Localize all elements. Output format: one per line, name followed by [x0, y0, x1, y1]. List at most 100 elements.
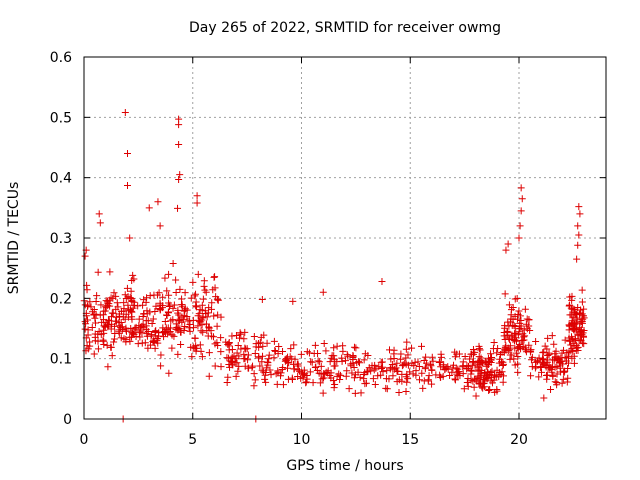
- data-point: [377, 371, 385, 379]
- data-point: [455, 350, 463, 358]
- data-point: [196, 306, 204, 314]
- data-point: [104, 316, 112, 324]
- data-point: [192, 290, 200, 298]
- data-point: [459, 370, 467, 378]
- data-point: [575, 203, 583, 211]
- data-point: [148, 331, 156, 339]
- data-point: [330, 344, 338, 352]
- data-point: [110, 338, 118, 346]
- data-point: [527, 356, 535, 364]
- data-point: [511, 323, 519, 331]
- data-point: [540, 394, 548, 402]
- data-point: [493, 349, 501, 357]
- y-axis-label: SRMTID / TECUs: [6, 182, 22, 295]
- data-point: [151, 327, 159, 335]
- data-point: [160, 328, 168, 336]
- data-point: [213, 322, 221, 330]
- data-point: [476, 374, 484, 382]
- data-point: [279, 381, 287, 389]
- data-point: [249, 362, 257, 370]
- data-point: [165, 291, 173, 299]
- y-tick-label: 0.5: [50, 110, 72, 126]
- data-point: [174, 309, 182, 317]
- y-tick-label: 0.6: [50, 50, 72, 66]
- plot-frame: [83, 56, 607, 420]
- data-point: [198, 316, 206, 324]
- data-point: [195, 310, 203, 318]
- data-point: [342, 357, 350, 365]
- data-point: [466, 355, 474, 363]
- data-point: [387, 355, 395, 363]
- data-point: [273, 380, 281, 388]
- chart-title: Day 265 of 2022, SRMTID for receiver owm…: [189, 20, 501, 36]
- data-point: [263, 358, 271, 366]
- data-point: [293, 360, 301, 368]
- data-point: [520, 326, 528, 334]
- data-point: [241, 355, 249, 363]
- data-point: [516, 222, 524, 230]
- y-tick-label: 0: [63, 412, 72, 428]
- data-point: [336, 376, 344, 384]
- data-point: [84, 302, 92, 310]
- data-point: [535, 373, 543, 381]
- data-point: [83, 342, 91, 350]
- data-point: [210, 273, 218, 281]
- data-point: [262, 378, 270, 386]
- data-point: [258, 366, 266, 374]
- data-point: [240, 350, 248, 358]
- data-point: [174, 350, 182, 358]
- data-point: [261, 375, 269, 383]
- data-point: [577, 327, 585, 335]
- data-point: [131, 324, 139, 332]
- data-point: [180, 326, 188, 334]
- data-point: [488, 353, 496, 361]
- data-point: [151, 344, 159, 352]
- data-point: [336, 371, 344, 379]
- data-point: [318, 375, 326, 383]
- data-point: [361, 350, 369, 358]
- data-point: [533, 357, 541, 365]
- data-point: [281, 356, 289, 364]
- data-point: [553, 363, 561, 371]
- data-point: [418, 369, 426, 377]
- data-point: [451, 375, 459, 383]
- data-point: [485, 386, 493, 394]
- data-point: [566, 311, 574, 319]
- data-point: [355, 358, 363, 366]
- data-point: [234, 341, 242, 349]
- data-point: [172, 276, 180, 284]
- data-point: [570, 352, 578, 360]
- data-point: [176, 171, 184, 179]
- data-point: [265, 355, 273, 363]
- data-point: [454, 371, 462, 379]
- data-point: [316, 379, 324, 387]
- data-point: [479, 384, 487, 392]
- data-point: [517, 184, 525, 192]
- data-point: [190, 324, 198, 332]
- data-point: [299, 373, 307, 381]
- data-point: [402, 388, 410, 396]
- data-point: [578, 298, 586, 306]
- data-point: [96, 311, 104, 319]
- data-point: [177, 340, 185, 348]
- data-point: [290, 365, 298, 373]
- data-point: [501, 290, 509, 298]
- data-point: [95, 210, 103, 218]
- data-point: [545, 349, 553, 357]
- data-point: [202, 320, 210, 328]
- data-point: [339, 342, 347, 350]
- data-point: [350, 363, 358, 371]
- data-point: [369, 375, 377, 383]
- data-point: [176, 325, 184, 333]
- data-point: [515, 234, 523, 242]
- data-point: [232, 354, 240, 362]
- data-point: [378, 277, 386, 285]
- data-point: [290, 341, 298, 349]
- data-point: [379, 368, 387, 376]
- data-point: [548, 332, 556, 340]
- data-point: [279, 347, 287, 355]
- data-point: [370, 366, 378, 374]
- data-point: [175, 121, 183, 129]
- data-point: [497, 371, 505, 379]
- data-point: [157, 351, 165, 359]
